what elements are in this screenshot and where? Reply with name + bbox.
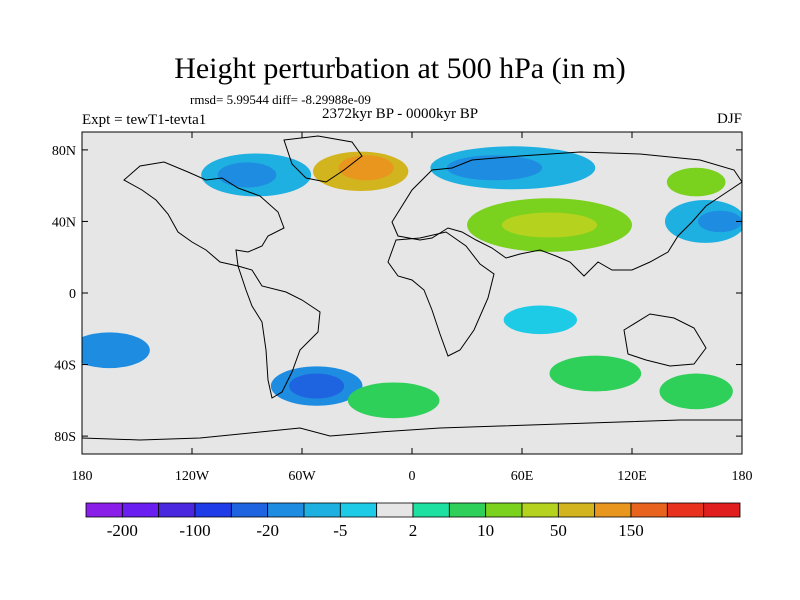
colorbar-swatch xyxy=(158,502,196,518)
lat-tick-label: 40N xyxy=(52,215,76,230)
coastline-australia xyxy=(623,313,707,367)
anomaly-central-asia-high-core xyxy=(501,212,598,238)
season-label: DJF xyxy=(716,111,742,127)
colorbar-label: -100 xyxy=(179,521,210,540)
coastline-north-america xyxy=(123,161,285,267)
colorbar-swatch xyxy=(376,502,414,518)
coastline-greenland xyxy=(283,135,363,183)
anomaly-south-atlantic-low-core xyxy=(289,373,345,399)
anomaly-southeast-pacific-low xyxy=(82,332,150,369)
colorbar-swatch xyxy=(85,502,123,518)
colorbar-swatch xyxy=(666,502,705,518)
colorbar-label: -20 xyxy=(256,521,279,540)
coastline-south-america xyxy=(237,265,321,399)
colorbar-swatch xyxy=(485,502,523,518)
colorbar-swatch xyxy=(267,502,305,518)
anomaly-canada-low-core xyxy=(217,162,277,188)
lon-tick-label: 180 xyxy=(732,469,753,484)
anomaly-south-pacific-high-east xyxy=(659,373,733,410)
lat-tick-label: 0 xyxy=(69,287,76,302)
period-label: 2372kyr BP - 0000kyr BP xyxy=(321,106,479,122)
chart-title: Height perturbation at 500 hPa (in m) xyxy=(174,52,626,85)
colorbar-swatch xyxy=(594,502,632,518)
lon-tick-label: 60W xyxy=(288,469,316,484)
coastline-layer xyxy=(82,135,742,441)
field-layer xyxy=(82,132,742,454)
anomaly-south-indian-low xyxy=(503,305,577,335)
axes-layer: 80N 40N 0 40S 80S 180 120W 60W 0 60E 120E 180 xyxy=(52,132,753,484)
anomaly-arctic-russia-low-core xyxy=(446,155,543,181)
anomaly-southern-ocean-high xyxy=(347,382,440,419)
lon-tick-label: 60E xyxy=(511,469,534,484)
colorbar-swatch xyxy=(703,502,741,518)
colorbar-swatch xyxy=(557,502,596,518)
coastline-eurasia xyxy=(391,151,742,277)
colorbar: -200 -100 -20 -5 2 10 50 150 xyxy=(85,502,741,540)
lat-tick-label: 40S xyxy=(54,359,76,374)
anomaly-bering-high xyxy=(666,167,726,197)
lon-tick-label: 180 xyxy=(72,469,93,484)
coastline-africa xyxy=(387,231,495,357)
colorbar-label: 10 xyxy=(477,521,494,540)
stats-text: rmsd= 5.99544 diff= -8.29988e-09 xyxy=(190,92,371,107)
colorbar-swatch xyxy=(339,502,378,518)
colorbar-label: -200 xyxy=(107,521,138,540)
lon-tick-label: 120E xyxy=(617,469,647,484)
colorbar-swatch xyxy=(412,502,450,518)
colorbar-label: 2 xyxy=(409,521,418,540)
lat-tick-label: 80N xyxy=(52,144,76,159)
anomaly-north-pacific-low-core xyxy=(698,210,742,233)
colorbar-label: 50 xyxy=(550,521,567,540)
colorbar-swatch xyxy=(630,502,668,518)
colorbar-swatch xyxy=(303,502,341,518)
lon-tick-label: 120W xyxy=(175,469,210,484)
colorbar-swatch xyxy=(230,502,269,518)
colorbar-swatch xyxy=(121,502,160,518)
anomaly-greenland-high-core xyxy=(338,155,394,181)
colorbar-label: 150 xyxy=(618,521,644,540)
lon-tick-label: 0 xyxy=(409,469,416,484)
colorbar-swatch xyxy=(521,502,559,518)
coastline-antarctica xyxy=(82,419,742,441)
colorbar-swatch xyxy=(194,502,232,518)
anomaly-south-pacific-high xyxy=(549,355,642,392)
colorbar-label: -5 xyxy=(333,521,347,540)
colorbar-swatch xyxy=(448,502,487,518)
lat-tick-label: 80S xyxy=(54,430,76,445)
experiment-label: Expt = tewT1-tevta1 xyxy=(82,112,207,128)
